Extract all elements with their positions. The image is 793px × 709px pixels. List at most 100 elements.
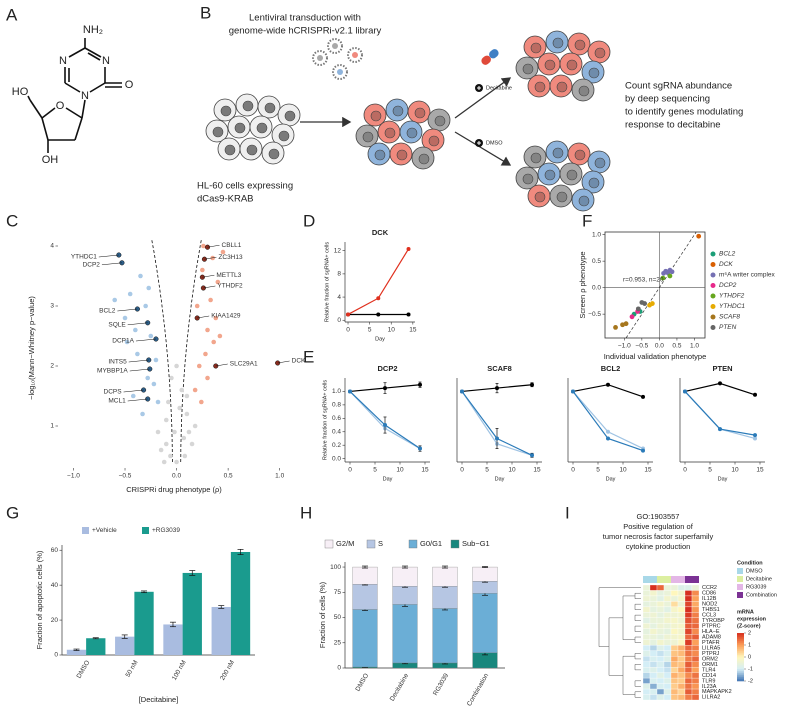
colorbar-step	[737, 647, 744, 650]
x-tick-label: Combination	[466, 672, 491, 707]
heatmap-cell	[684, 590, 693, 597]
point-label: SQLE	[108, 322, 126, 329]
x-tick-label: DMSO	[76, 659, 92, 679]
diagonal-line	[625, 231, 697, 339]
nucleus	[212, 126, 224, 138]
bar-segment	[472, 581, 498, 594]
schematic-text: genome-wide hCRISPRi-v2.1 library	[229, 26, 382, 37]
heatmap-cell	[677, 666, 686, 673]
point	[146, 285, 152, 291]
arrow	[454, 77, 512, 119]
heatmap-cell	[684, 650, 693, 657]
nucleus	[544, 169, 556, 181]
y-tick-label: 0.6	[332, 415, 341, 422]
heatmap-cell	[691, 634, 700, 640]
colorbar-title: (Z-score)	[737, 623, 761, 629]
point	[530, 453, 534, 458]
point	[130, 393, 136, 399]
y-tick-label: 25	[334, 639, 342, 646]
point	[696, 233, 702, 239]
y-tick-label: −0.5	[588, 311, 601, 318]
heatmap-cell	[684, 601, 693, 608]
x-tick-label: 0	[348, 467, 352, 474]
point	[753, 433, 757, 438]
nucleus	[530, 42, 542, 54]
heatmap-cell	[670, 683, 679, 690]
bar-segment	[352, 566, 378, 585]
x-tick-label: 0	[460, 467, 464, 474]
heatmap-cell	[677, 672, 686, 679]
y-tick-label: 4	[337, 294, 341, 301]
y-tick-label: 0.0	[332, 455, 341, 462]
colorbar-step	[737, 671, 744, 674]
heatmap-cell	[649, 612, 658, 619]
heatmap-cell	[677, 656, 686, 662]
heatmap-cell	[684, 677, 693, 684]
x-tick-label: RG3039	[432, 672, 450, 697]
y-tick-label: 20	[51, 617, 59, 624]
heatmap-cell	[684, 628, 693, 635]
heatmap-cell	[677, 617, 686, 624]
point	[495, 386, 499, 391]
heatmap-cell	[677, 661, 686, 668]
heatmap-cell	[656, 672, 665, 679]
legend-label: BCL2	[719, 251, 736, 258]
x-axis-title: Day	[375, 336, 385, 342]
x-tick-label: 0.0	[655, 343, 664, 350]
heatmap-cell	[656, 666, 665, 673]
heatmap-cell	[691, 590, 700, 597]
point	[418, 382, 422, 387]
legend-marker	[710, 251, 716, 257]
leader-line	[128, 359, 149, 363]
point	[169, 375, 174, 381]
point	[148, 333, 154, 339]
point	[606, 436, 610, 441]
heatmap-cell	[649, 634, 658, 640]
row-label: ORM1	[702, 662, 718, 668]
annotation-bar	[671, 576, 685, 583]
x-tick-label: −0.5	[119, 473, 132, 480]
schematic: Lentiviral transduction with genome-wide…	[197, 13, 743, 205]
point	[346, 312, 351, 317]
nucleus	[434, 115, 446, 127]
bar-segment	[392, 586, 418, 605]
heatmap-cell	[656, 617, 665, 624]
y-tick-label: 0.0	[592, 284, 601, 291]
point	[406, 246, 411, 251]
heatmap-cell	[684, 688, 693, 695]
heatmap-cell	[670, 639, 679, 646]
heatmap-cell	[677, 606, 686, 613]
chart-title: SCAF8	[487, 364, 512, 373]
point	[606, 382, 610, 387]
y-tick-label: 40	[51, 582, 59, 589]
y-tick-label: 0	[54, 652, 58, 659]
y-tick-label: 0	[337, 317, 341, 324]
heatmap-cell	[677, 634, 686, 640]
cell	[567, 32, 591, 56]
heatmap-cell	[677, 677, 686, 684]
heatmap-cell	[642, 634, 651, 640]
legend-label: Sub−G1	[462, 539, 490, 548]
nucleus	[556, 191, 568, 203]
nucleus	[278, 130, 290, 142]
point	[753, 392, 757, 397]
nucleus	[534, 191, 546, 203]
point-label: DCPS	[104, 389, 123, 396]
heatmap-cell	[649, 617, 658, 624]
legend-label: +Vehicle	[92, 527, 117, 534]
cell	[421, 128, 445, 152]
bar-segment	[352, 609, 378, 668]
heatmap-cell	[649, 601, 658, 608]
treatment-label: Decitabine	[486, 85, 512, 91]
heatmap-cell	[691, 694, 700, 701]
heatmap-cell	[642, 672, 651, 679]
heatmap-cell	[670, 628, 679, 635]
heatmap-cell	[642, 595, 651, 602]
heatmap-cell	[663, 628, 672, 635]
heatmap-cell	[684, 666, 693, 673]
atom-label: N	[102, 55, 110, 67]
point	[140, 411, 145, 417]
colorbar-step	[737, 661, 744, 664]
point	[629, 314, 635, 320]
leader-line	[135, 338, 156, 342]
